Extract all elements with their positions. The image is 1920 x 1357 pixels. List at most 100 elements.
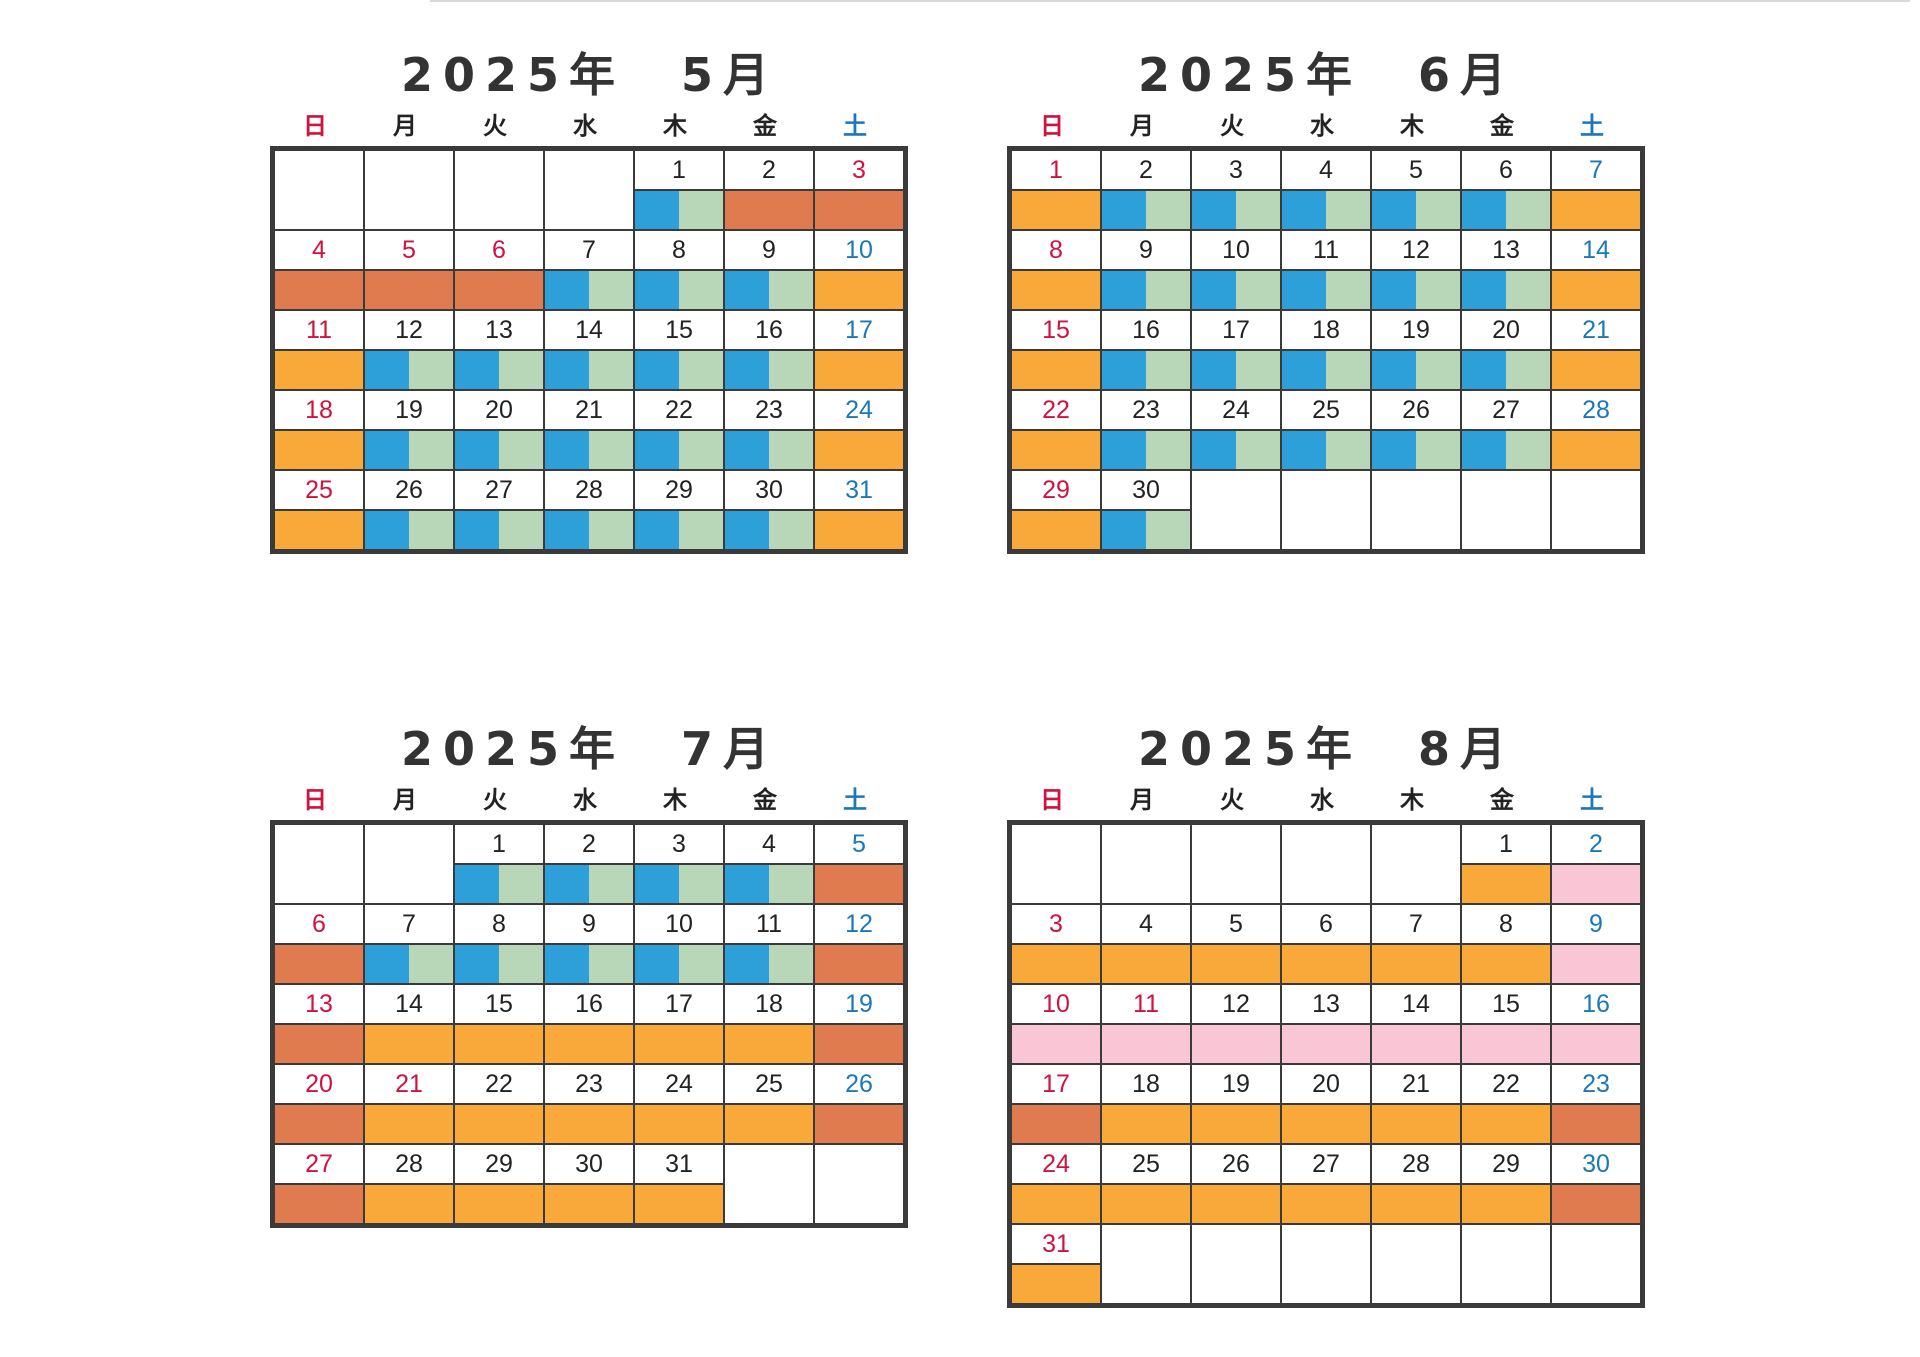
- day-color-bar: [635, 351, 723, 389]
- day-color-bar: [725, 1025, 813, 1063]
- day-color-bar: [725, 865, 813, 903]
- day-cell: 26: [815, 1065, 903, 1143]
- day-number: 20: [1282, 1065, 1370, 1105]
- day-color-bar: [1102, 271, 1190, 309]
- day-color-bar: [1282, 271, 1370, 309]
- day-number: 31: [1012, 1225, 1100, 1265]
- day-cell: 15: [455, 985, 543, 1063]
- day-cell: 12: [1372, 231, 1460, 309]
- day-color-bar: [1372, 431, 1460, 469]
- day-color-bar: [1012, 1105, 1100, 1143]
- day-number: 8: [455, 905, 543, 945]
- day-cell: 28: [545, 471, 633, 549]
- day-color-bar: [545, 865, 633, 903]
- day-cell: 20: [455, 391, 543, 469]
- day-number: 1: [1012, 151, 1100, 191]
- day-color-bar: [1282, 863, 1370, 903]
- day-cell: 27: [275, 1145, 363, 1223]
- day-number: 3: [1012, 905, 1100, 945]
- day-color-bar: [365, 189, 453, 229]
- day-number: 16: [1552, 985, 1640, 1025]
- calendar-grid: 1 2 3 4 5 6 7 8 9 10 11 12 13 14 15 16 17 18 19 20 21 22 23 24 2…: [1007, 820, 1645, 1308]
- day-cell: 22: [635, 391, 723, 469]
- empty-day-cell: [1462, 1225, 1550, 1303]
- weekday-label: 金: [1490, 112, 1514, 140]
- day-color-bar: [1102, 1185, 1190, 1223]
- day-number: 2: [1102, 151, 1190, 191]
- day-number: 10: [815, 231, 903, 271]
- day-color-bar: [545, 271, 633, 309]
- day-cell: 28: [365, 1145, 453, 1223]
- day-color-bar: [1282, 1025, 1370, 1063]
- day-number: 24: [1012, 1145, 1100, 1185]
- day-cell: 10: [635, 905, 723, 983]
- day-color-bar: [1102, 945, 1190, 983]
- day-cell: 11: [1102, 985, 1190, 1063]
- day-number: 29: [635, 471, 723, 511]
- day-cell: 8: [1462, 905, 1550, 983]
- day-color-bar: [1282, 431, 1370, 469]
- day-cell: 12: [365, 311, 453, 389]
- day-number: 4: [725, 825, 813, 865]
- day-number: 5: [815, 825, 903, 865]
- day-color-bar: [365, 431, 453, 469]
- weekday-header: 日月火水木金土: [270, 780, 910, 820]
- day-number: 10: [635, 905, 723, 945]
- day-cell: 17: [815, 311, 903, 389]
- day-cell: 23: [1552, 1065, 1640, 1143]
- day-number: 17: [1012, 1065, 1100, 1105]
- weekday-label: 金: [753, 112, 777, 140]
- day-color-bar: [1552, 431, 1640, 469]
- day-number: 18: [1282, 311, 1370, 351]
- calendar-title: 2025年 8月: [1137, 722, 1517, 776]
- day-number: 25: [725, 1065, 813, 1105]
- empty-day-cell: [1372, 1225, 1460, 1303]
- day-color-bar: [1462, 351, 1550, 389]
- day-cell: 10: [1192, 231, 1280, 309]
- day-number: 19: [815, 985, 903, 1025]
- day-color-bar: [545, 1105, 633, 1143]
- day-number: 12: [815, 905, 903, 945]
- day-color-bar: [365, 1185, 453, 1223]
- day-number: 5: [1192, 905, 1280, 945]
- day-number: 28: [545, 471, 633, 511]
- day-number: 11: [1282, 231, 1370, 271]
- day-number: 1: [1462, 825, 1550, 865]
- day-number: 4: [1282, 151, 1370, 191]
- day-cell: 25: [1282, 391, 1370, 469]
- day-number: [725, 1145, 813, 1183]
- day-number: 24: [1192, 391, 1280, 431]
- day-number: [1282, 471, 1370, 509]
- day-number: 23: [1552, 1065, 1640, 1105]
- day-number: 5: [365, 231, 453, 271]
- day-color-bar: [1102, 351, 1190, 389]
- day-number: 27: [455, 471, 543, 511]
- day-color-bar: [1552, 509, 1640, 549]
- day-color-bar: [725, 511, 813, 549]
- day-number: 29: [455, 1145, 543, 1185]
- day-cell: 7: [545, 231, 633, 309]
- day-color-bar: [455, 431, 543, 469]
- day-color-bar: [365, 271, 453, 309]
- day-cell: 1: [635, 151, 723, 229]
- day-color-bar: [1192, 191, 1280, 229]
- weekday-label: 月: [393, 786, 417, 814]
- day-number: 22: [455, 1065, 543, 1105]
- day-color-bar: [365, 511, 453, 549]
- day-cell: 29: [1462, 1145, 1550, 1223]
- day-cell: 26: [365, 471, 453, 549]
- day-color-bar: [365, 1105, 453, 1143]
- weekday-label: 火: [1220, 112, 1244, 140]
- day-color-bar: [1192, 1185, 1280, 1223]
- day-number: 9: [1552, 905, 1640, 945]
- day-number: [275, 151, 363, 189]
- day-color-bar: [1102, 1263, 1190, 1303]
- day-color-bar: [1192, 431, 1280, 469]
- day-color-bar: [635, 271, 723, 309]
- day-number: 15: [1462, 985, 1550, 1025]
- day-number: 15: [1012, 311, 1100, 351]
- weekday-label: 木: [1400, 786, 1424, 814]
- day-color-bar: [1282, 191, 1370, 229]
- day-cell: 15: [1012, 311, 1100, 389]
- day-color-bar: [1372, 1263, 1460, 1303]
